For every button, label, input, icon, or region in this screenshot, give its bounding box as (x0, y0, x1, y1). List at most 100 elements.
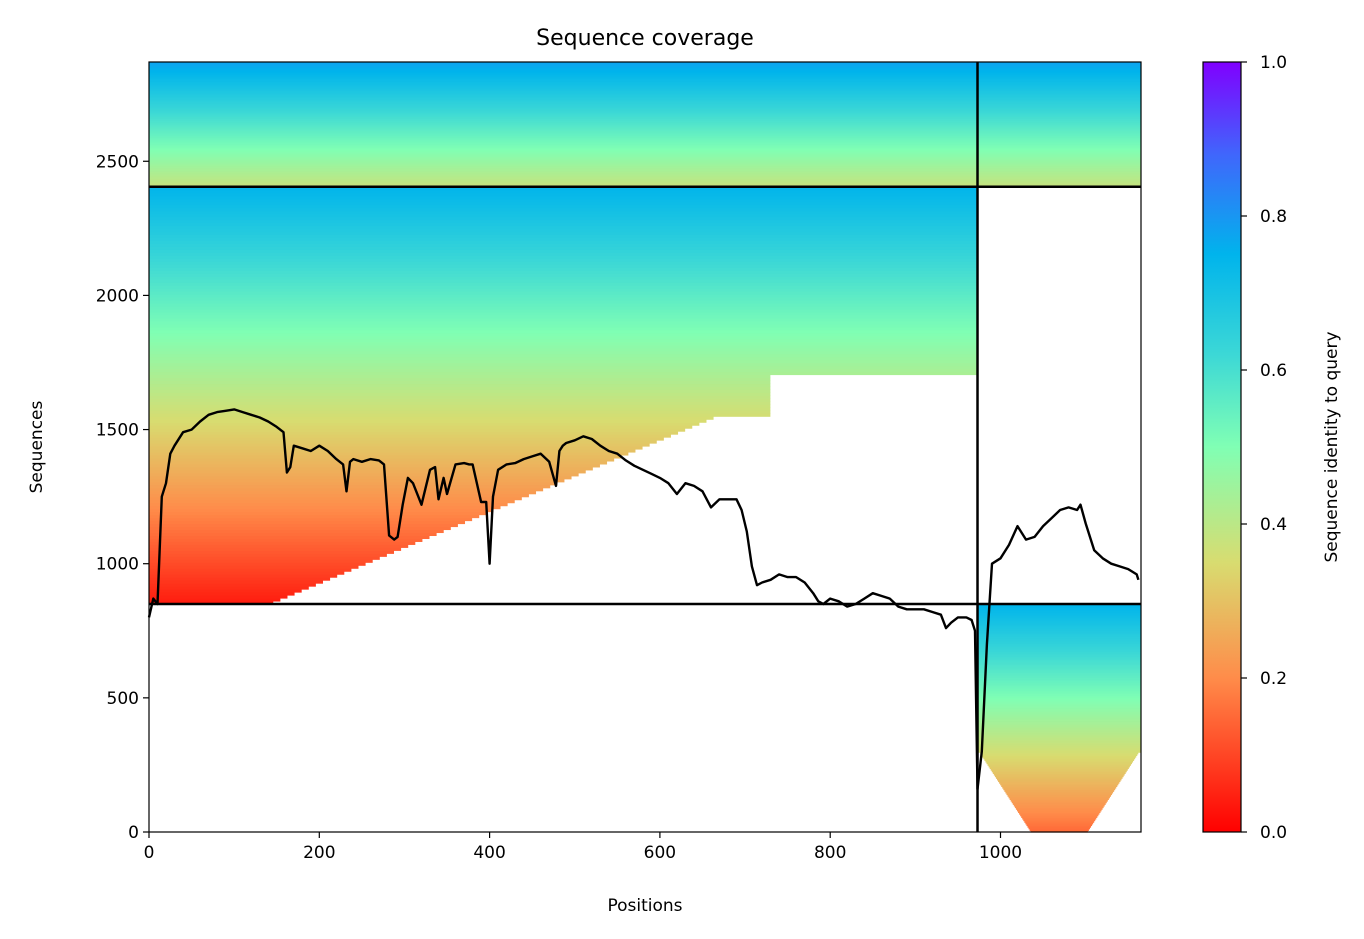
coverage-row (149, 126, 978, 128)
coverage-row (977, 184, 1141, 186)
coverage-row (149, 440, 657, 444)
coverage-row (977, 122, 1141, 125)
colorbar-tick-label: 1.0 (1260, 53, 1287, 73)
coverage-row (149, 356, 978, 361)
coverage-row (977, 67, 1141, 69)
coverage-row (149, 332, 978, 337)
colorbar-tick-label: 0.8 (1260, 207, 1287, 227)
coverage-row (977, 62, 1141, 65)
coverage-row (149, 70, 978, 72)
coverage-row (977, 146, 1141, 149)
coverage-row (977, 121, 1141, 124)
coverage-row (977, 656, 1141, 659)
coverage-row (149, 156, 978, 158)
coverage-row (149, 90, 978, 93)
coverage-row (149, 219, 978, 224)
coverage-row (149, 398, 771, 402)
coverage-row (1020, 814, 1099, 817)
coverage-row (149, 177, 978, 180)
coverage-row (977, 701, 1141, 704)
coverage-row (149, 338, 978, 343)
coverage-row (149, 148, 978, 150)
coverage-row (1016, 809, 1102, 812)
coverage-row (977, 608, 1141, 612)
coverage-row (977, 142, 1141, 144)
coverage-row (988, 765, 1130, 768)
coverage-row (977, 70, 1141, 73)
coverage-row (149, 362, 978, 367)
coverage-row (977, 94, 1141, 97)
coverage-row (977, 141, 1141, 143)
coverage-block-paired_chain_A (149, 62, 978, 188)
coverage-row (1019, 812, 1100, 815)
coverage-row (149, 78, 978, 80)
coverage-row (977, 747, 1141, 750)
coverage-row (977, 167, 1141, 169)
coverage-row (149, 192, 978, 197)
coverage-row (977, 110, 1141, 112)
coverage-row (1012, 802, 1106, 805)
coverage-row (149, 279, 978, 283)
coverage-row (149, 371, 978, 376)
coverage-row (987, 763, 1131, 766)
coverage-row (149, 62, 978, 65)
coverage-row (1009, 797, 1109, 801)
coverage-row (1013, 804, 1105, 807)
coverage-row (1000, 783, 1119, 786)
coverage-row (149, 189, 978, 194)
coverage-row (149, 175, 978, 177)
coverage-row (977, 144, 1141, 147)
coverage-row (149, 154, 978, 157)
y-tick-label: 1500 (96, 421, 139, 441)
coverage-row (149, 311, 978, 316)
coverage-row (149, 160, 978, 162)
coverage-row (1029, 828, 1089, 831)
x-tick-label: 600 (644, 843, 676, 863)
coverage-row (149, 95, 978, 98)
coverage-row (149, 134, 978, 136)
coverage-row (977, 130, 1141, 133)
coverage-row (149, 110, 978, 112)
coverage-row (149, 305, 978, 310)
coverage-row (977, 62, 1141, 64)
coverage-row (977, 618, 1141, 621)
coverage-row (149, 541, 416, 545)
coverage-row (149, 111, 978, 113)
coverage-row (149, 419, 707, 423)
coverage-row (1028, 827, 1090, 830)
coverage-row (149, 577, 331, 581)
coverage-block-paired_chain_B (977, 62, 1141, 188)
coverage-row (149, 65, 978, 68)
coverage-row (977, 111, 1141, 114)
coverage-line (147, 408, 1140, 791)
coverage-row (149, 454, 622, 459)
chart-title: Sequence coverage (536, 26, 754, 51)
coverage-row (977, 735, 1141, 739)
coverage-row (977, 80, 1141, 83)
coverage-row (977, 116, 1141, 118)
coverage-row (149, 580, 323, 584)
coverage-row (977, 703, 1141, 706)
coverage-row (149, 69, 978, 71)
coverage-row (977, 633, 1141, 636)
coverage-row (977, 652, 1141, 656)
coverage-row (977, 732, 1141, 735)
coverage-row (149, 143, 978, 145)
coverage-row (149, 124, 978, 126)
coverage-row (149, 80, 978, 83)
coverage-row (977, 615, 1141, 618)
coverage-row (149, 574, 338, 578)
coverage-row (977, 631, 1141, 634)
colorbar-tick-label: 0.6 (1260, 361, 1287, 381)
coverage-row (977, 744, 1141, 747)
coverage-row (149, 490, 537, 495)
coverage-row (977, 685, 1141, 688)
coverage-row (149, 529, 444, 534)
coverage-row (149, 67, 978, 69)
coverage-row (149, 404, 771, 408)
x-tick-label: 200 (303, 843, 335, 863)
coverage-row (149, 178, 978, 181)
coverage-row (977, 150, 1141, 152)
coverage-row (149, 526, 451, 531)
coverage-row (149, 103, 978, 106)
